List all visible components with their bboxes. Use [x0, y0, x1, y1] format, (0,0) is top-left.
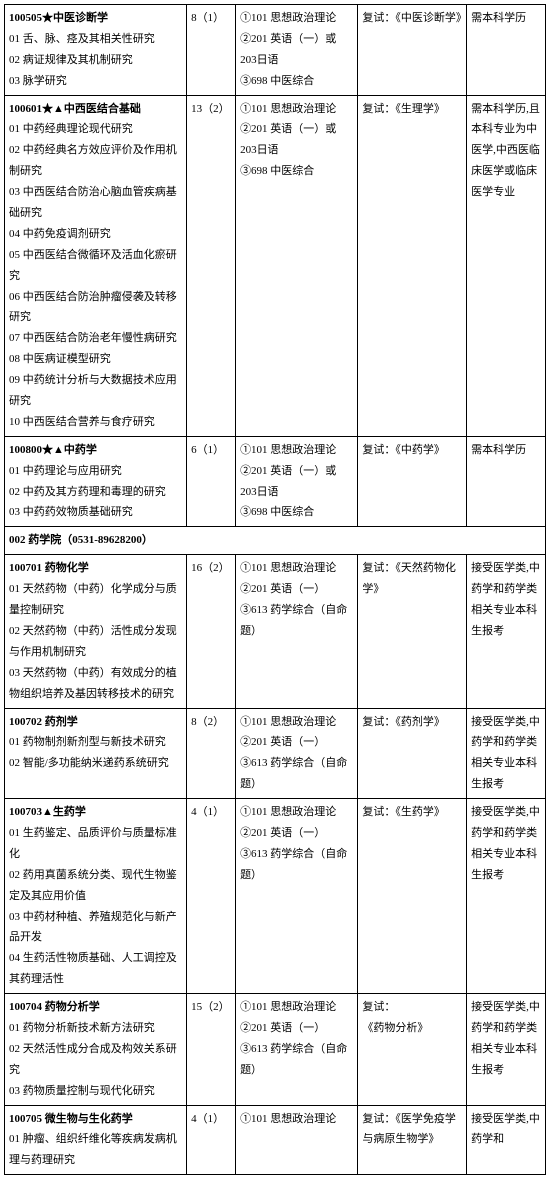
program-code: 100701 药物化学 — [9, 558, 182, 579]
program-cell: 100705 微生物与生化药学01 肿瘤、组织纤维化等疾病发病机理与药理研究 — [5, 1105, 187, 1175]
direction-item: 01 肿瘤、组织纤维化等疾病发病机理与药理研究 — [9, 1129, 182, 1171]
exam-cell: ①101 思想政治理论 ②201 英语（一）或 203日语 ③698 中医综合 — [236, 95, 358, 436]
program-code: 100703▲生药学 — [9, 802, 182, 823]
retest-cell: 复试：《中医诊断学》 — [358, 5, 467, 96]
direction-item: 08 中医病证模型研究 — [9, 349, 182, 370]
direction-item: 01 中药理论与应用研究 — [9, 461, 182, 482]
program-code: 100505★中医诊断学 — [9, 8, 182, 29]
quota-cell: 8（1） — [187, 5, 236, 96]
section-header-text: 002 药学院（0531-89628200） — [9, 534, 153, 546]
table-row: 100703▲生药学01 生药鉴定、品质评价与质量标准化02 药用真菌系统分类、… — [5, 799, 546, 994]
table-row: 002 药学院（0531-89628200） — [5, 527, 546, 555]
retest-cell: 复试：《天然药物化学》 — [358, 555, 467, 708]
remark-cell: 接受医学类,中药学和药学类相关专业本科生报考 — [467, 799, 546, 994]
program-cell: 100703▲生药学01 生药鉴定、品质评价与质量标准化02 药用真菌系统分类、… — [5, 799, 187, 994]
program-cell: 100601★▲中西医结合基础01 中药经典理论现代研究02 中药经典名方效应评… — [5, 95, 187, 436]
retest-cell: 复试： 《药物分析》 — [358, 994, 467, 1105]
table-row: 100505★中医诊断学01 舌、脉、痉及其相关性研究02 病证规律及其机制研究… — [5, 5, 546, 96]
direction-item: 01 中药经典理论现代研究 — [9, 119, 182, 140]
quota-cell: 15（2） — [187, 994, 236, 1105]
direction-item: 03 天然药物（中药）有效成分的植物组织培养及基因转移技术的研究 — [9, 663, 182, 705]
quota-cell: 4（1） — [187, 799, 236, 994]
direction-item: 03 药物质量控制与现代化研究 — [9, 1081, 182, 1102]
program-code: 100704 药物分析学 — [9, 997, 182, 1018]
direction-item: 05 中西医结合微循环及活血化瘀研究 — [9, 245, 182, 287]
retest-cell: 复试：《生药学》 — [358, 799, 467, 994]
retest-cell: 复试：《医学免疫学与病原生物学》 — [358, 1105, 467, 1175]
remark-cell: 接受医学类,中药学和药学类相关专业本科生报考 — [467, 994, 546, 1105]
program-code: 100800★▲中药学 — [9, 440, 182, 461]
remark-cell: 接受医学类,中药学和药学类相关专业本科生报考 — [467, 555, 546, 708]
direction-item: 04 生药活性物质基础、人工调控及其药理活性 — [9, 948, 182, 990]
program-cell: 100702 药剂学01 药物制剂新剂型与新技术研究02 智能/多功能纳米递药系… — [5, 708, 187, 799]
direction-item: 01 药物制剂新剂型与新技术研究 — [9, 732, 182, 753]
direction-item: 03 脉学研究 — [9, 71, 182, 92]
program-cell: 100800★▲中药学01 中药理论与应用研究02 中药及其方药理和毒理的研究0… — [5, 436, 187, 527]
direction-item: 03 中西医结合防治心脑血管疾病基础研究 — [9, 182, 182, 224]
remark-cell: 接受医学类,中药学和药学类相关专业本科生报考 — [467, 708, 546, 799]
remark-cell: 需本科学历 — [467, 436, 546, 527]
section-header: 002 药学院（0531-89628200） — [5, 527, 546, 555]
direction-item: 03 中药药效物质基础研究 — [9, 502, 182, 523]
program-code: 100601★▲中西医结合基础 — [9, 99, 182, 120]
program-code: 100705 微生物与生化药学 — [9, 1109, 182, 1130]
remark-cell: 需本科学历,且本科专业为中医学,中西医临床医学或临床医学专业 — [467, 95, 546, 436]
table-row: 100702 药剂学01 药物制剂新剂型与新技术研究02 智能/多功能纳米递药系… — [5, 708, 546, 799]
retest-cell: 复试：《药剂学》 — [358, 708, 467, 799]
direction-item: 09 中药统计分析与大数据技术应用研究 — [9, 370, 182, 412]
remark-cell: 需本科学历 — [467, 5, 546, 96]
table-row: 100701 药物化学01 天然药物（中药）化学成分与质量控制研究02 天然药物… — [5, 555, 546, 708]
program-cell: 100701 药物化学01 天然药物（中药）化学成分与质量控制研究02 天然药物… — [5, 555, 187, 708]
exam-cell: ①101 思想政治理论 ②201 英语（一）或 203日语 ③698 中医综合 — [236, 436, 358, 527]
remark-cell: 接受医学类,中药学和 — [467, 1105, 546, 1175]
direction-item: 02 天然药物（中药）活性成分发现与作用机制研究 — [9, 621, 182, 663]
retest-cell: 复试：《生理学》 — [358, 95, 467, 436]
exam-cell: ①101 思想政治理论 ②201 英语（一） ③613 药学综合（自命题） — [236, 708, 358, 799]
direction-item: 06 中西医结合防治肿瘤侵袭及转移研究 — [9, 287, 182, 329]
quota-cell: 4（1） — [187, 1105, 236, 1175]
direction-item: 03 中药材种植、养殖规范化与新产品开发 — [9, 907, 182, 949]
direction-item: 02 药用真菌系统分类、现代生物鉴定及其应用价值 — [9, 865, 182, 907]
retest-cell: 复试：《中药学》 — [358, 436, 467, 527]
direction-item: 02 病证规律及其机制研究 — [9, 50, 182, 71]
exam-cell: ①101 思想政治理论 ②201 英语（一） ③613 药学综合（自命题） — [236, 799, 358, 994]
exam-cell: ①101 思想政治理论 ②201 英语（一） ③613 药学综合（自命题） — [236, 994, 358, 1105]
table-row: 100704 药物分析学01 药物分析新技术新方法研究02 天然活性成分合成及构… — [5, 994, 546, 1105]
direction-item: 02 天然活性成分合成及构效关系研究 — [9, 1039, 182, 1081]
program-table: 100505★中医诊断学01 舌、脉、痉及其相关性研究02 病证规律及其机制研究… — [4, 4, 546, 1175]
quota-cell: 13（2） — [187, 95, 236, 436]
direction-item: 02 智能/多功能纳米递药系统研究 — [9, 753, 182, 774]
direction-item: 10 中西医结合营养与食疗研究 — [9, 412, 182, 433]
quota-cell: 6（1） — [187, 436, 236, 527]
exam-cell: ①101 思想政治理论 ②201 英语（一）或 203日语 ③698 中医综合 — [236, 5, 358, 96]
direction-item: 02 中药及其方药理和毒理的研究 — [9, 482, 182, 503]
quota-cell: 8（2） — [187, 708, 236, 799]
table-row: 100601★▲中西医结合基础01 中药经典理论现代研究02 中药经典名方效应评… — [5, 95, 546, 436]
table-row: 100705 微生物与生化药学01 肿瘤、组织纤维化等疾病发病机理与药理研究4（… — [5, 1105, 546, 1175]
quota-cell: 16（2） — [187, 555, 236, 708]
program-code: 100702 药剂学 — [9, 712, 182, 733]
program-cell: 100505★中医诊断学01 舌、脉、痉及其相关性研究02 病证规律及其机制研究… — [5, 5, 187, 96]
direction-item: 01 舌、脉、痉及其相关性研究 — [9, 29, 182, 50]
exam-cell: ①101 思想政治理论 ②201 英语（一） ③613 药学综合（自命题） — [236, 555, 358, 708]
direction-item: 01 药物分析新技术新方法研究 — [9, 1018, 182, 1039]
table-row: 100800★▲中药学01 中药理论与应用研究02 中药及其方药理和毒理的研究0… — [5, 436, 546, 527]
direction-item: 07 中西医结合防治老年慢性病研究 — [9, 328, 182, 349]
direction-item: 02 中药经典名方效应评价及作用机制研究 — [9, 140, 182, 182]
direction-item: 01 生药鉴定、品质评价与质量标准化 — [9, 823, 182, 865]
program-cell: 100704 药物分析学01 药物分析新技术新方法研究02 天然活性成分合成及构… — [5, 994, 187, 1105]
direction-item: 04 中药免疫调剂研究 — [9, 224, 182, 245]
direction-item: 01 天然药物（中药）化学成分与质量控制研究 — [9, 579, 182, 621]
exam-cell: ①101 思想政治理论 — [236, 1105, 358, 1175]
